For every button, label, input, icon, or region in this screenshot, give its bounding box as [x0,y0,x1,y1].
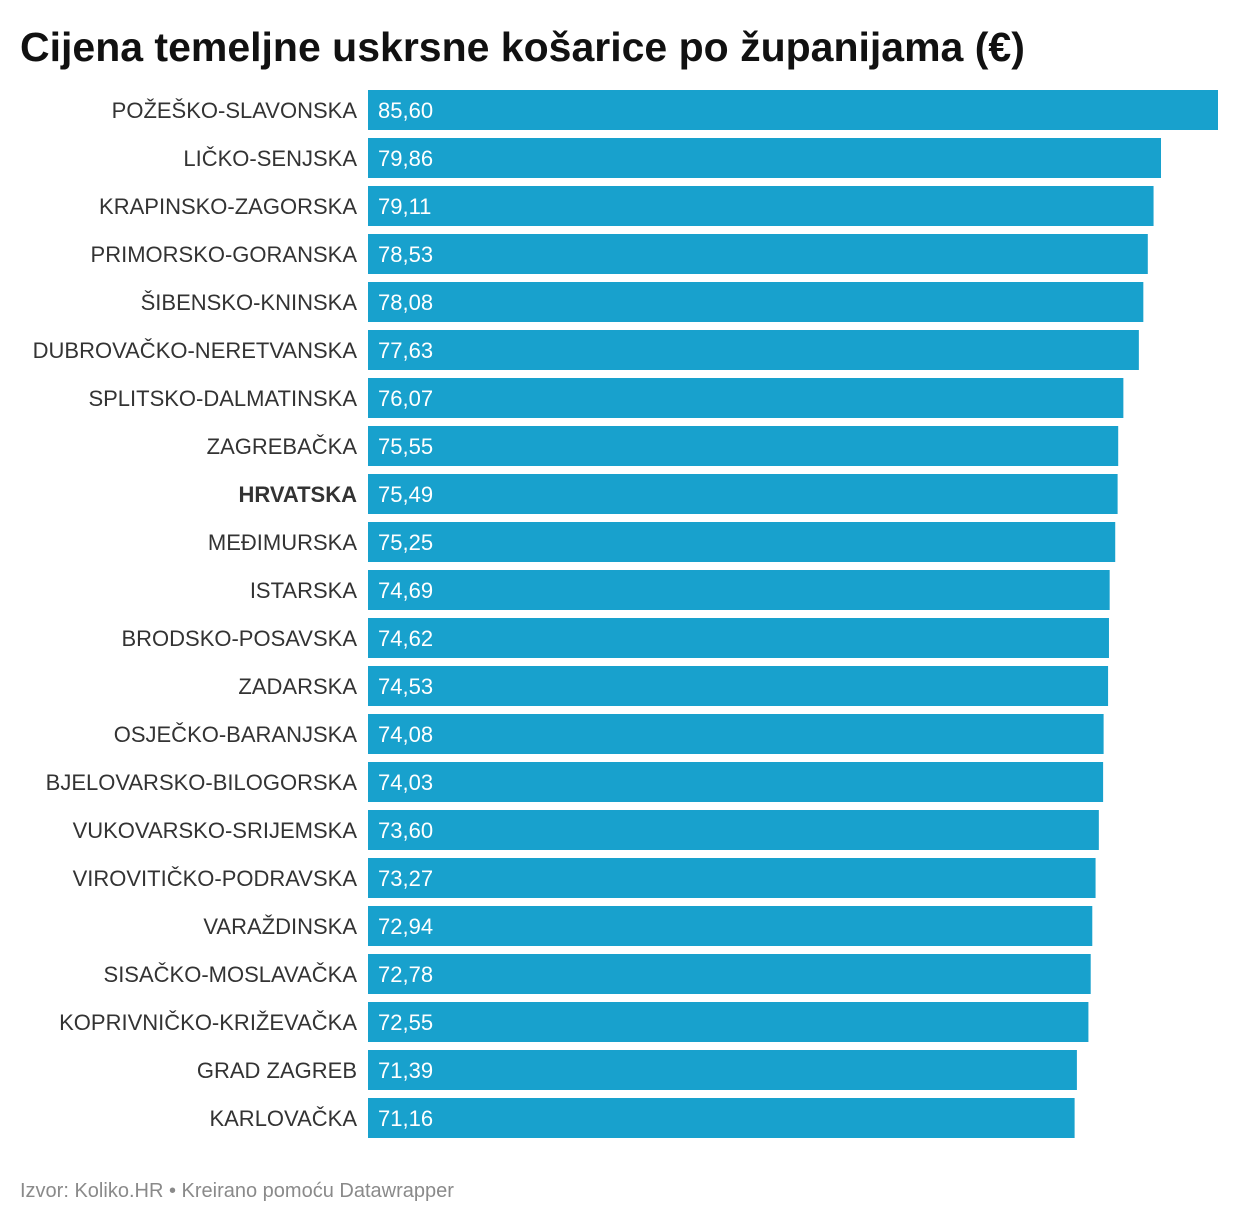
bar-row: ISTARSKA 74,69 [250,570,1110,610]
chart-title: Cijena temeljne uskrsne košarice po župa… [20,24,1025,70]
source-link[interactable]: Koliko.HR [74,1180,164,1202]
category-label: VARAŽDINSKA [203,914,357,939]
value-label: 75,55 [378,434,433,459]
bar [368,522,1116,562]
category-label: DUBROVAČKO-NERETVANSKA [33,338,358,363]
category-label: LIČKO-SENJSKA [183,146,357,171]
bar [368,666,1109,706]
bar-row: KOPRIVNIČKO-KRIŽEVAČKA 72,55 [59,1002,1089,1042]
category-label: POŽEŠKO-SLAVONSKA [112,98,358,123]
value-label: 77,63 [378,338,433,363]
bar [368,618,1109,658]
bar-row: POŽEŠKO-SLAVONSKA 85,60 [112,90,1218,130]
bar-row: HRVATSKA 75,49 [238,474,1118,514]
bar-row: LIČKO-SENJSKA 79,86 [183,138,1162,178]
bar-row: KRAPINSKO-ZAGORSKA 79,11 [99,186,1154,226]
value-label: 76,07 [378,386,433,411]
value-label: 74,53 [378,674,433,699]
category-label: KARLOVAČKA [209,1106,357,1131]
value-label: 72,78 [378,962,433,987]
value-label: 85,60 [378,98,433,123]
category-label: OSJEČKO-BARANJSKA [114,722,358,747]
bar-row: ŠIBENSKO-KNINSKA 78,08 [141,282,1144,322]
bar [368,90,1218,130]
bar [368,474,1118,514]
category-label: ŠIBENSKO-KNINSKA [141,290,358,315]
category-label: SPLITSKO-DALMATINSKA [88,386,357,411]
category-label: PRIMORSKO-GORANSKA [91,242,358,267]
category-label: BJELOVARSKO-BILOGORSKA [46,770,358,795]
value-label: 73,27 [378,866,433,891]
value-label: 74,08 [378,722,433,747]
value-label: 75,25 [378,530,433,555]
bar-row: PRIMORSKO-GORANSKA 78,53 [91,234,1148,274]
bar [368,282,1144,322]
bar [368,378,1124,418]
value-label: 71,39 [378,1058,433,1083]
bar-row: OSJEČKO-BARANJSKA 74,08 [114,714,1104,754]
category-label: HRVATSKA [238,482,357,507]
category-label: VUKOVARSKO-SRIJEMSKA [73,818,358,843]
value-label: 78,08 [378,290,433,315]
category-label: MEĐIMURSKA [208,530,357,555]
bar [368,1050,1077,1090]
value-label: 72,94 [378,914,433,939]
bar [368,186,1154,226]
bar [368,762,1104,802]
bar-row: ZAGREBAČKA 75,55 [207,426,1119,466]
category-label: KRAPINSKO-ZAGORSKA [99,194,357,219]
category-label: SISAČKO-MOSLAVAČKA [104,962,358,987]
value-label: 73,60 [378,818,433,843]
bar [368,714,1104,754]
category-label: ZADARSKA [238,674,357,699]
bar [368,570,1110,610]
category-label: GRAD ZAGREB [197,1058,357,1083]
credit-link[interactable]: Kreirano pomoću Datawrapper [181,1180,454,1202]
bar [368,426,1119,466]
bar [368,1002,1089,1042]
bar [368,954,1091,994]
bar [368,234,1148,274]
value-label: 71,16 [378,1106,433,1131]
value-label: 75,49 [378,482,433,507]
bar [368,906,1093,946]
bar-row: KARLOVAČKA 71,16 [209,1098,1075,1138]
value-label: 79,86 [378,146,433,171]
bar [368,138,1162,178]
bar-row: SPLITSKO-DALMATINSKA 76,07 [88,378,1124,418]
value-label: 74,62 [378,626,433,651]
value-label: 74,69 [378,578,433,603]
category-label: ZAGREBAČKA [207,434,358,459]
bar-row: MEĐIMURSKA 75,25 [208,522,1116,562]
bar-row: GRAD ZAGREB 71,39 [197,1050,1077,1090]
bar-row: SISAČKO-MOSLAVAČKA 72,78 [104,954,1091,994]
bar-row: BRODSKO-POSAVSKA 74,62 [121,618,1109,658]
footer-separator: • [168,1180,176,1202]
bar [368,810,1099,850]
bar-row: VIROVITIČKO-PODRAVSKA 73,27 [73,858,1096,898]
value-label: 72,55 [378,1010,433,1035]
category-label: BRODSKO-POSAVSKA [121,626,357,651]
chart-footer: Izvor: Koliko.HR • Kreirano pomoću Dataw… [20,1181,454,1201]
category-label: KOPRIVNIČKO-KRIŽEVAČKA [59,1010,357,1035]
category-label: VIROVITIČKO-PODRAVSKA [73,866,358,891]
bar-row: VARAŽDINSKA 72,94 [203,906,1093,946]
bar-row: BJELOVARSKO-BILOGORSKA 74,03 [46,762,1104,802]
bar [368,1098,1075,1138]
value-label: 74,03 [378,770,433,795]
bar [368,330,1139,370]
value-label: 79,11 [378,194,431,219]
value-label: 78,53 [378,242,433,267]
bar [368,858,1096,898]
bar-row: ZADARSKA 74,53 [238,666,1109,706]
bar-row: VUKOVARSKO-SRIJEMSKA 73,60 [73,810,1099,850]
source-label: Izvor: [20,1180,69,1202]
category-label: ISTARSKA [250,578,358,603]
bar-row: DUBROVAČKO-NERETVANSKA 77,63 [33,330,1139,370]
